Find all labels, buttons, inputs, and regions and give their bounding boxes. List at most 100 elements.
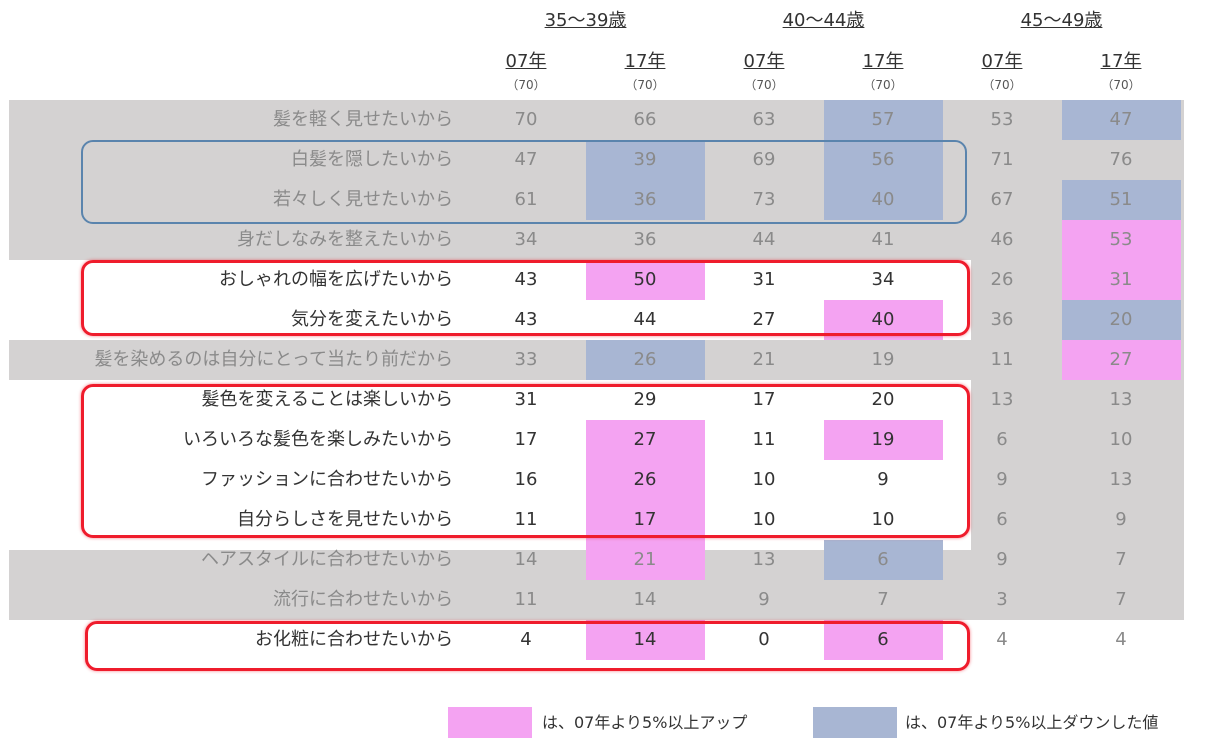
data-cell: 41 [871,229,895,250]
data-cell: 21 [633,549,657,570]
sample-size-header: （70） [1101,78,1141,92]
row-label: お化粧に合わせたいから [255,629,453,650]
red-highlight-frame [81,260,970,336]
grey-band-row [9,100,1184,140]
data-cell: 26 [633,349,657,370]
data-cell: 39 [633,149,657,170]
data-cell: 56 [871,149,895,170]
data-cell: 44 [633,309,657,330]
data-cell: 27 [1109,349,1133,370]
data-cell: 69 [752,149,776,170]
data-cell: 6 [996,509,1008,530]
down-highlight-cell [1062,180,1181,220]
data-cell: 46 [990,229,1014,250]
data-cell: 43 [514,269,538,290]
data-cell: 11 [514,589,538,610]
down-highlight-cell [586,180,705,220]
data-cell: 10 [752,509,776,530]
legend-up-swatch [448,707,532,738]
data-cell: 11 [514,509,538,530]
data-cell: 44 [752,229,776,250]
row-label: 流行に合わせたいから [273,589,453,610]
data-cell: 7 [877,589,889,610]
data-cell: 7 [1115,589,1127,610]
data-cell: 6 [877,549,889,570]
data-cell: 9 [996,469,1008,490]
data-cell: 7 [1115,549,1127,570]
row-label: 髪を染めるのは自分にとって当たり前だから [94,349,453,370]
year-header: 17年 [624,51,666,72]
data-cell: 17 [514,429,538,450]
row-label: おしゃれの幅を広げたいから [219,269,453,290]
data-cell: 19 [871,349,895,370]
age-group-header: 35～39歳 [544,10,627,31]
sample-size-header: （70） [506,78,546,92]
blue-highlight-frame [81,140,967,224]
up-highlight-cell [1062,220,1181,260]
data-cell: 6 [996,429,1008,450]
data-cell: 26 [633,469,657,490]
year-header: 07年 [505,51,547,72]
up-highlight-cell [824,420,943,460]
data-cell: 17 [752,389,776,410]
year-header: 17年 [862,51,904,72]
row-label: 自分らしさを見せたいから [237,509,453,530]
year-header: 07年 [743,51,785,72]
data-cell: 20 [1109,309,1133,330]
data-cell: 34 [871,269,895,290]
down-highlight-cell [824,100,943,140]
up-highlight-cell [586,420,705,460]
data-cell: 6 [877,629,889,650]
up-highlight-cell [824,620,943,660]
down-highlight-cell [586,340,705,380]
grey-band-row [9,220,1184,260]
sample-size-header: （70） [863,78,903,92]
data-cell: 9 [877,469,889,490]
sample-size-header: （70） [744,78,784,92]
data-cell: 31 [1109,269,1133,290]
row-label: いろいろな髪色を楽しみたいから [183,429,453,450]
age-group-header: 45～49歳 [1020,10,1103,31]
data-cell: 13 [990,389,1014,410]
up-highlight-cell [586,540,705,580]
data-cell: 26 [990,269,1014,290]
data-cell: 27 [752,309,776,330]
row-label: 髪を軽く見せたいから [273,109,453,130]
data-cell: 20 [871,389,895,410]
data-cell: 4 [996,629,1008,650]
data-cell: 11 [990,349,1014,370]
data-cell: 4 [1115,629,1127,650]
row-label: ファッションに合わせたいから [201,469,453,490]
row-label: 若々しく見せたいから [273,189,453,210]
legend-text: は、07年より5%以上アップ [542,713,748,732]
data-cell: 40 [871,189,895,210]
row-label: 白髪を隠したいから [291,149,453,170]
data-cell: 66 [633,109,657,130]
data-cell: 0 [758,629,770,650]
data-cell: 14 [633,589,657,610]
year-header: 07年 [981,51,1023,72]
data-cell: 50 [633,269,657,290]
data-cell: 63 [752,109,776,130]
data-cell: 47 [1109,109,1133,130]
red-highlight-frame [85,621,970,671]
data-cell: 36 [633,189,657,210]
data-cell: 67 [990,189,1014,210]
row-label: 髪色を変えることは楽しいから [201,389,453,410]
data-cell: 31 [752,269,776,290]
white-panel [9,380,971,550]
year-header: 17年 [1100,51,1142,72]
red-highlight-frame [81,384,970,538]
data-cell: 51 [1109,189,1133,210]
data-cell: 16 [514,469,538,490]
data-cell: 9 [996,549,1008,570]
data-cell: 21 [752,349,776,370]
data-cell: 29 [633,389,657,410]
data-cell: 61 [514,189,538,210]
row-label: ヘアスタイルに合わせたいから [201,549,453,570]
row-label: 気分を変えたいから [291,309,453,330]
age-group-header: 40～44歳 [782,10,865,31]
data-cell: 19 [871,429,895,450]
data-cell: 34 [514,229,538,250]
